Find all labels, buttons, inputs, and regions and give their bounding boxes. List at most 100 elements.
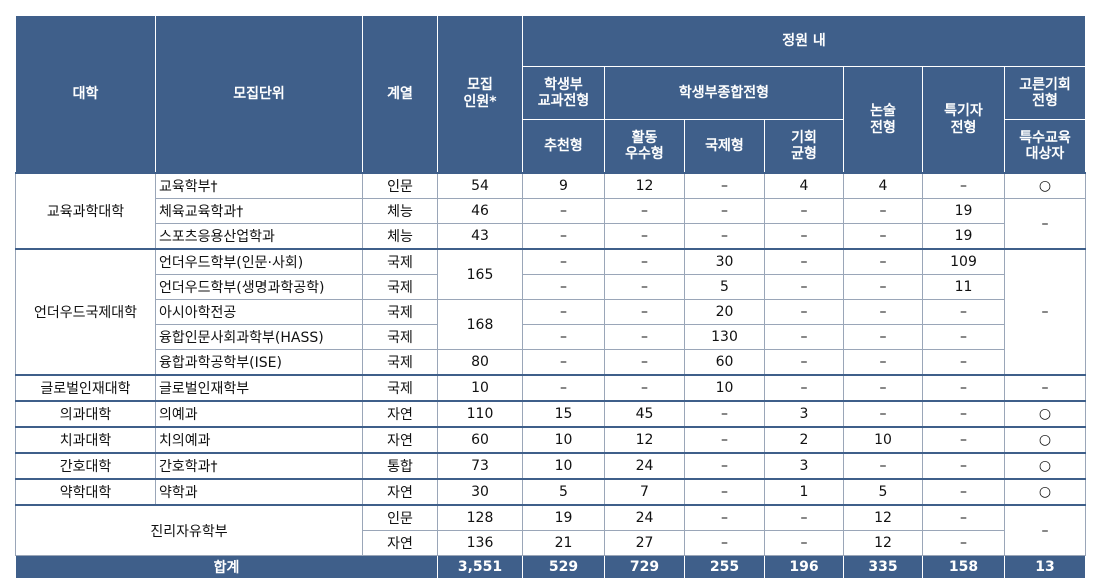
table-cell: 체능 <box>362 198 438 225</box>
table-cell: 4 <box>764 172 844 200</box>
table-cell: ○ <box>1004 426 1086 454</box>
table-cell: 약학대학 <box>15 478 156 506</box>
table-cell: 인문 <box>362 172 438 200</box>
total-cell: 529 <box>522 555 605 579</box>
table-cell: 국제 <box>362 374 438 402</box>
table-cell: – <box>922 324 1005 351</box>
total-cell: 3,551 <box>437 555 523 579</box>
table-cell: – <box>604 324 685 351</box>
table-cell: 국제 <box>362 248 438 276</box>
table-cell: 10 <box>843 426 923 454</box>
table-cell: 교육과학대학 <box>15 172 156 250</box>
table-cell: 54 <box>437 172 523 200</box>
header-cell: 국제형 <box>684 119 765 174</box>
table-cell: 의과대학 <box>15 400 156 428</box>
table-row: 글로벌인재대학 글로벌인재학부 국제 10– –10– – – – <box>15 374 1086 402</box>
header-cell: 정원 내 <box>522 14 1086 68</box>
table-cell: – <box>522 198 605 225</box>
table-cell: 자연 <box>362 478 438 506</box>
table-cell: – <box>604 198 685 225</box>
table-cell: 80 <box>437 349 523 376</box>
header-row: 추천형 활동 우수형 국제형 기회 균형 특수교육 대상자 <box>16 119 1086 174</box>
total-cell: 158 <box>922 555 1005 579</box>
header-cell: 학생부 교과전형 <box>522 66 605 121</box>
table-cell: 국제 <box>362 299 438 326</box>
table-cell: 간호대학 <box>15 452 156 480</box>
table-cell: 10 <box>522 452 605 480</box>
table-cell: – <box>684 198 765 225</box>
table-cell: ○ <box>1004 478 1086 506</box>
table-cell: ○ <box>1004 400 1086 428</box>
table-cell: – <box>684 400 765 428</box>
table-row: 언더우드학부(생명과학공학) 국제 – –5– –11 <box>16 274 1086 301</box>
table-cell: – <box>684 530 765 557</box>
table-cell: 19 <box>922 198 1005 225</box>
table-cell: – <box>922 504 1005 532</box>
table-cell: – <box>843 400 923 428</box>
table-cell: – <box>684 172 765 200</box>
table-cell: 융합과학공학부(ISE) <box>155 349 363 376</box>
table-cell: 12 <box>843 504 923 532</box>
table-cell: – <box>764 223 844 250</box>
table-cell: – <box>1004 198 1086 250</box>
table-cell: – <box>1004 504 1086 557</box>
table-cell: – <box>843 452 923 480</box>
table-cell: – <box>522 299 605 326</box>
header-cell: 모집단위 <box>155 15 363 174</box>
table-cell: – <box>522 374 605 402</box>
table-cell: – <box>764 274 844 301</box>
table-cell: 언더우드국제대학 <box>15 248 156 376</box>
table-cell: ○ <box>1004 172 1086 200</box>
table-row: 아시아학전공 국제 168– –20– – – <box>16 299 1086 351</box>
table-cell: 2 <box>764 426 844 454</box>
table-row: 간호대학 간호학과† 통합 73 10 24–3– – ○ <box>15 452 1086 480</box>
table-row: 융합인문사회과학부(HASS) 국제 – –130– – – <box>16 324 1086 351</box>
total-cell: 합계 <box>15 555 438 579</box>
table-cell: – <box>922 400 1005 428</box>
table-cell: 27 <box>604 530 685 557</box>
table-cell: – <box>764 299 844 326</box>
table-cell: – <box>684 504 765 532</box>
table-cell: 46 <box>437 198 523 225</box>
table-row: 치과대학 치의예과 자연 60 10 12–2 10– ○ <box>15 426 1086 454</box>
table-cell: 19 <box>522 504 605 532</box>
header-cell: 계열 <box>362 15 438 174</box>
table-cell: 110 <box>437 400 523 428</box>
table-cell: 체능 <box>362 223 438 250</box>
total-cell: 13 <box>1004 555 1086 579</box>
table-cell: 약학과 <box>155 478 363 506</box>
table-cell: 언더우드학부(생명과학공학) <box>155 274 363 301</box>
table-cell: 60 <box>437 426 523 454</box>
table-cell: 진리자유학부 <box>15 504 363 557</box>
table-cell: – <box>522 274 605 301</box>
total-cell: 255 <box>684 555 765 579</box>
table-cell: 24 <box>604 504 685 532</box>
table-cell: – <box>522 324 605 351</box>
table-cell: 43 <box>437 223 523 250</box>
table-cell: 24 <box>604 452 685 480</box>
table-cell: 치의예과 <box>155 426 363 454</box>
table-cell: – <box>843 349 923 376</box>
table-cell: 12 <box>843 530 923 557</box>
table-cell: 언더우드학부(인문·사회) <box>155 248 363 276</box>
table-cell: 12 <box>604 426 685 454</box>
table-cell: – <box>922 478 1005 506</box>
table-cell: – <box>604 299 685 326</box>
table-cell: – <box>922 299 1005 326</box>
table-row: 의과대학 의예과 자연 110 15 45–3– – ○ <box>15 400 1086 428</box>
table-cell: 165 <box>437 248 523 301</box>
table-cell: – <box>843 274 923 301</box>
table-cell: 융합인문사회과학부(HASS) <box>155 324 363 351</box>
header-cell: 모집 인원* <box>437 15 523 174</box>
header-row: 대학 모집단위 계열 모집 인원* 정원 내 정원 외 <box>15 14 1099 174</box>
table-cell: 15 <box>522 400 605 428</box>
table-cell: 자연 <box>362 400 438 428</box>
table-cell: 스포츠응용산업학과 <box>155 223 363 250</box>
table-cell: – <box>764 324 844 351</box>
table-cell: – <box>922 374 1005 402</box>
table-cell: 1 <box>764 478 844 506</box>
table-cell: – <box>684 452 765 480</box>
table-cell: 128 <box>437 504 523 532</box>
table-cell: 10 <box>522 426 605 454</box>
table-cell: 12 <box>604 172 685 200</box>
